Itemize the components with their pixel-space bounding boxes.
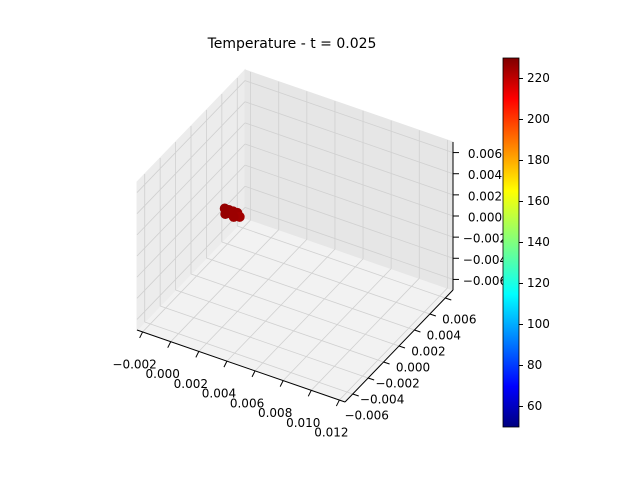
y-tick-label: −0.006 (345, 409, 389, 423)
grid-line (136, 122, 246, 236)
z-tick-label: 0.006 (468, 147, 502, 161)
z-tick-label: −0.006 (463, 274, 507, 288)
tick-mark (139, 331, 144, 339)
tick-mark (414, 329, 421, 333)
tick-mark (398, 345, 406, 349)
grid-line (136, 143, 246, 257)
colorbar-tick-label: 120 (527, 276, 550, 290)
grid-line (244, 80, 454, 153)
tick-mark (367, 377, 375, 381)
y-axis (344, 289, 454, 403)
point (220, 209, 231, 220)
colorbar-tick-label: 140 (527, 235, 550, 249)
colorbar-tick-label: 180 (527, 153, 550, 167)
x-tick-label: 0.008 (258, 406, 292, 420)
x-axis (136, 329, 346, 403)
z-tick-label: −0.002 (463, 232, 507, 246)
grid-line (136, 80, 246, 193)
grid-line (160, 305, 369, 379)
grid-line (136, 207, 246, 320)
grid-line (237, 225, 446, 299)
tick-mark (195, 351, 200, 358)
grid-line (206, 257, 415, 331)
grid-line (244, 101, 454, 175)
grid-line (136, 101, 246, 214)
tick-mark (251, 370, 256, 378)
tick-mark (279, 380, 284, 387)
colorbar-tick-label: 200 (527, 112, 550, 126)
x-tick-label: 0.004 (202, 387, 236, 401)
x-tick-label: 0.012 (314, 426, 348, 440)
colorbar (502, 57, 520, 428)
point (228, 211, 239, 222)
y-tick-label: 0.000 (396, 361, 430, 375)
colorbar-tick-label: 220 (527, 71, 550, 85)
y-tick-label: −0.002 (375, 377, 419, 391)
grid-line (190, 273, 400, 347)
tick-mark (352, 393, 359, 397)
colorbar-tick-label: 160 (527, 194, 550, 208)
tick-mark (445, 297, 452, 301)
z-tick-label: 0.002 (468, 189, 502, 203)
z-tick-label: 0.004 (468, 168, 502, 182)
tick-mark (167, 341, 172, 348)
tick-mark (223, 360, 228, 368)
grid-line (136, 164, 246, 278)
x-tick-label: 0.010 (286, 416, 320, 430)
grid-line (221, 241, 430, 315)
colorbar-tick-label: 80 (527, 358, 542, 372)
tick-mark (307, 390, 312, 397)
x-tick-label: 0.000 (146, 367, 180, 381)
y-tick-label: 0.002 (411, 345, 445, 359)
grid-line (244, 185, 454, 259)
grid-line (175, 289, 384, 363)
tick-mark (429, 313, 437, 317)
tick-mark (335, 399, 340, 407)
y-tick-label: 0.004 (427, 329, 461, 343)
x-tick-label: 0.002 (174, 377, 208, 391)
tick-mark (383, 361, 390, 365)
x-tick-label: 0.006 (230, 396, 264, 410)
y-tick-label: 0.006 (442, 313, 476, 327)
chart-title: Temperature - t = 0.025 (207, 36, 377, 52)
grid-line (244, 207, 454, 280)
y-tick-label: −0.004 (360, 393, 404, 407)
colorbar-tick-label: 60 (527, 399, 542, 413)
grid-line (144, 321, 353, 395)
grid-line (244, 143, 454, 217)
grid-line (244, 122, 454, 196)
z-tick-label: 0.000 (468, 211, 502, 225)
z-tick-label: −0.004 (463, 253, 507, 267)
colorbar-tick-label: 100 (527, 317, 550, 331)
x-tick-label: −0.002 (112, 357, 156, 371)
grid-line (244, 164, 454, 238)
